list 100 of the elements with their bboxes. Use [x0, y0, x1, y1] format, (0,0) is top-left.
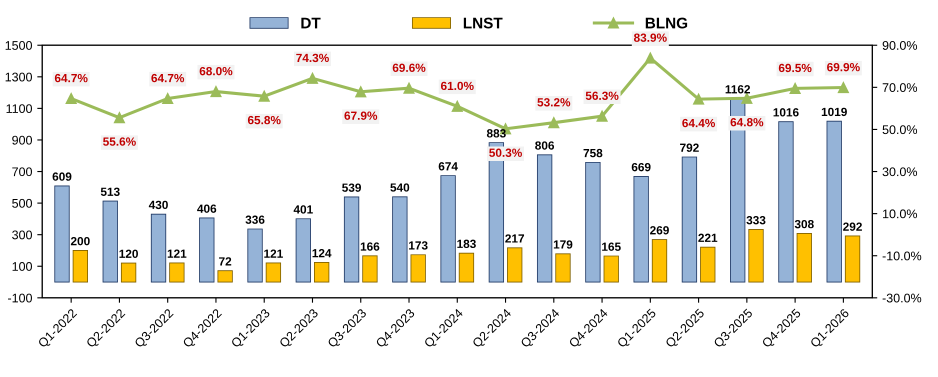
legend-label: BLNG — [646, 18, 688, 28]
data-label: 540 — [390, 183, 410, 192]
point — [741, 92, 752, 104]
data-label: 64.8% — [730, 118, 764, 126]
y-tick-label: 100 — [12, 262, 32, 271]
data-label: 200 — [70, 237, 90, 246]
point — [693, 94, 704, 105]
data-label: 72 — [219, 257, 232, 266]
y2-tick-label: 90.0% — [882, 41, 918, 50]
data-label: 166 — [360, 242, 380, 251]
data-label: 674 — [438, 162, 458, 171]
data-label: 430 — [148, 200, 168, 210]
data-label: 67.9% — [344, 112, 378, 120]
bar — [410, 254, 426, 282]
point — [306, 72, 318, 84]
data-label: 1019 — [822, 108, 847, 116]
bar — [199, 218, 214, 282]
bar — [102, 200, 118, 282]
legend-label: LNST — [464, 18, 503, 28]
bar — [217, 270, 233, 282]
point — [644, 52, 656, 64]
y2-tick-label: 50.0% — [882, 125, 918, 134]
data-label: 124 — [312, 248, 332, 258]
bar — [555, 253, 571, 282]
bar — [796, 233, 812, 282]
data-label: 333 — [746, 216, 766, 224]
data-label: 269 — [650, 226, 669, 234]
y-tick-label: 1500 — [6, 41, 32, 50]
point — [355, 86, 366, 98]
data-label: 69.6% — [392, 64, 426, 72]
point — [162, 92, 174, 104]
bar — [150, 214, 166, 282]
bar — [169, 262, 185, 282]
y-tick-label: 500 — [12, 198, 32, 208]
bar — [536, 154, 552, 282]
y2-tick-label: 70.0% — [882, 83, 918, 92]
bar — [778, 121, 794, 282]
data-label: 83.9% — [634, 34, 667, 42]
data-label: 50.3% — [489, 148, 522, 157]
data-label: 74.3% — [296, 54, 329, 62]
data-label: 183 — [457, 240, 476, 248]
bar — [120, 262, 136, 282]
data-label: 401 — [294, 205, 313, 214]
bar — [604, 256, 619, 282]
bar — [458, 252, 474, 282]
data-label: 758 — [584, 148, 602, 158]
data-label: 173 — [409, 241, 428, 250]
point — [452, 100, 463, 112]
bar — [314, 262, 330, 282]
bar — [652, 239, 668, 282]
data-label: 55.6% — [103, 137, 136, 146]
data-label: 1016 — [774, 108, 799, 117]
point — [790, 82, 801, 94]
bar — [362, 255, 378, 282]
data-label: 165 — [602, 242, 621, 251]
y2-tick-label: -30.0% — [882, 294, 922, 302]
data-label: 308 — [794, 220, 814, 228]
y2-tick-label: -10.0% — [882, 252, 922, 260]
legend-label: DT — [301, 18, 321, 28]
y2-tick-label: 10.0% — [883, 209, 918, 218]
data-label: 65.8% — [248, 116, 281, 124]
bar — [507, 247, 522, 282]
data-label: 609 — [52, 172, 72, 181]
bar — [748, 229, 764, 282]
point — [596, 110, 608, 122]
bar — [344, 196, 360, 282]
data-label: 64.7% — [54, 74, 88, 82]
bar — [700, 246, 716, 282]
bar — [634, 176, 649, 282]
data-label: 806 — [535, 141, 554, 150]
data-label: 1162 — [726, 85, 750, 94]
data-label: 64.4% — [682, 118, 716, 128]
point — [66, 92, 77, 104]
y-tick-label: 1300 — [6, 72, 32, 82]
data-label: 406 — [197, 204, 216, 213]
data-label: 883 — [486, 129, 506, 138]
bar — [682, 156, 698, 282]
point — [403, 82, 415, 94]
data-label: 69.9% — [827, 62, 860, 72]
data-label: 68.0% — [200, 66, 232, 76]
point — [114, 112, 125, 124]
bar — [440, 175, 456, 282]
bar — [72, 250, 88, 282]
point — [548, 117, 560, 128]
y-tick-label: -100 — [8, 294, 32, 302]
data-label: 539 — [342, 183, 361, 192]
data-label: 513 — [100, 188, 120, 196]
data-label: 292 — [843, 222, 862, 231]
data-label: 217 — [505, 234, 524, 243]
bar — [54, 185, 70, 282]
data-label: 336 — [245, 216, 264, 224]
data-label: 792 — [680, 144, 699, 152]
bar — [585, 162, 601, 282]
y-tick-label: 900 — [12, 136, 32, 145]
y2-tick-label: 30.0% — [882, 167, 918, 176]
bar — [392, 196, 408, 282]
data-label: 121 — [264, 249, 283, 258]
data-label: 53.2% — [537, 98, 570, 106]
data-label: 179 — [554, 240, 572, 249]
data-label: 69.5% — [778, 64, 812, 72]
